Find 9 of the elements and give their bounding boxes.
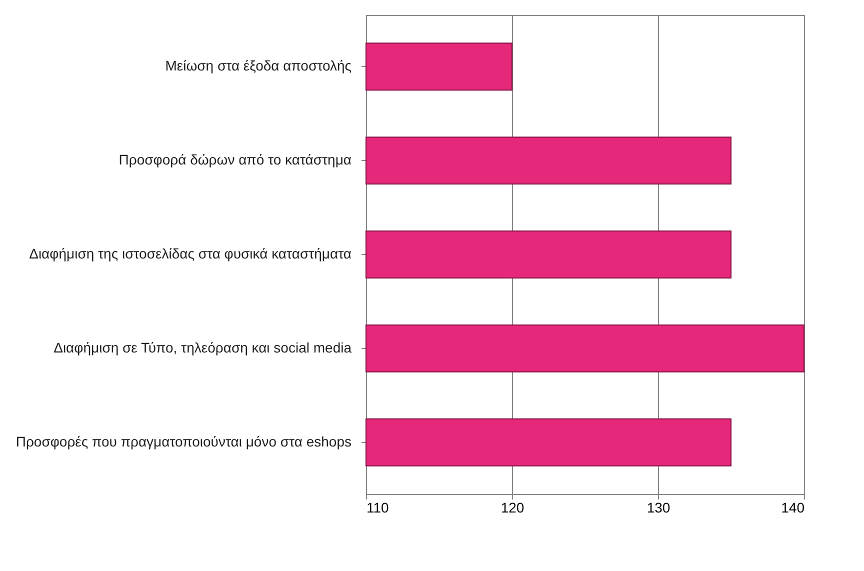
x-tick-label: 140 — [781, 500, 805, 516]
y-tick-label: Διαφήμιση σε Τύπο, τηλεόραση και social media — [54, 339, 352, 356]
y-tick-label: Μείωση στα έξοδα αποστολής — [165, 58, 352, 74]
x-tick-label: 110 — [366, 500, 390, 516]
y-tick-label: Προσφορές που πραγματοποιούνται μόνο στα eshops — [16, 433, 352, 450]
y-tick-label: Προσφορά δώρων από το κατάστημα — [118, 152, 352, 168]
x-tick-label: 120 — [500, 500, 524, 516]
x-tick-label: 130 — [646, 500, 670, 516]
y-tick-label: Διαφήμιση της ιστοσελίδας στα φυσικά καταστήματα — [29, 246, 352, 262]
